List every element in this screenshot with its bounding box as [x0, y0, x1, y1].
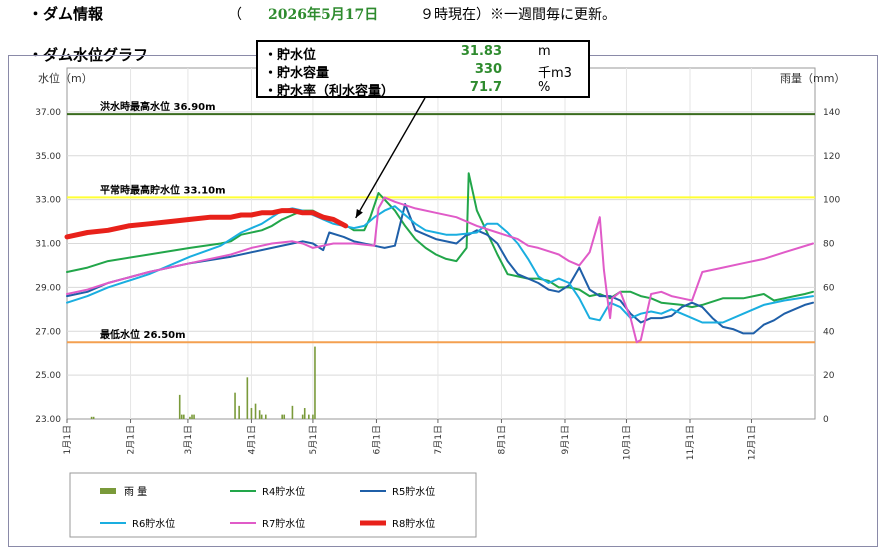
x-tick-label: 3月1日: [183, 425, 194, 454]
ref-line-label: 最低水位 26.50m: [100, 328, 186, 341]
legend-swatch: [100, 488, 116, 494]
rain-bar: [301, 414, 304, 419]
y2-tick-label: 140: [823, 108, 840, 118]
y-tick-label: 25.00: [35, 371, 61, 381]
x-tick-label: 5月1日: [308, 425, 319, 454]
rain-bar: [92, 416, 95, 419]
y-tick-label: 27.00: [35, 327, 61, 337]
info-value-level: 31.83: [460, 44, 502, 59]
y2-tick-label: 100: [823, 196, 840, 206]
info-row-volume: ・貯水容量 330 千m3: [258, 62, 588, 81]
rain-bar: [258, 410, 261, 419]
y-axis-title: 水位（m）: [38, 71, 93, 85]
x-tick-label: 2月1日: [126, 425, 137, 454]
rain-bar: [246, 377, 249, 419]
ref-line-label: 平常時最高貯水位 33.10m: [100, 183, 226, 196]
legend-label: 雨 量: [124, 486, 147, 498]
legend-box: [69, 472, 477, 538]
rain-bar: [180, 414, 183, 419]
rain-bar: [254, 403, 257, 419]
x-tick-label: 11月1日: [685, 425, 696, 460]
x-tick-label: 1月1日: [62, 425, 73, 454]
rain-bar: [189, 416, 191, 419]
legend-label: R5貯水位: [392, 485, 435, 498]
info-unit-rate: %: [538, 80, 551, 95]
y-tick-label: 31.00: [35, 240, 61, 250]
y-tick-label: 35.00: [35, 152, 61, 162]
rain-bar: [234, 392, 236, 419]
x-tick-label: 6月1日: [371, 425, 382, 454]
rain-bar: [238, 405, 240, 419]
x-tick-label: 12月1日: [746, 425, 757, 460]
rain-bar: [250, 408, 253, 419]
info-row-level: ・貯水位 31.83 m: [258, 44, 588, 63]
legend-label: R8貯水位: [392, 517, 435, 530]
info-value-rate: 71.7: [469, 80, 502, 95]
x-tick-label: 7月1日: [433, 425, 444, 454]
y-tick-label: 33.00: [35, 196, 61, 206]
rain-bar: [283, 414, 286, 419]
legend-label: R7貯水位: [262, 517, 305, 530]
y2-tick-label: 20: [823, 371, 835, 381]
info-row-rate: ・貯水率（利水容量） 71.7 %: [258, 80, 588, 99]
y-tick-label: 23.00: [35, 415, 61, 425]
rain-bar: [260, 414, 263, 419]
callout-arrow-line: [355, 97, 426, 219]
series-line: [66, 172, 814, 309]
info-box: ・貯水位 31.83 m ・貯水容量 330 千m3 ・貯水率（利水容量） 71…: [256, 40, 590, 99]
info-unit-level: m: [538, 44, 551, 59]
y2-tick-label: 60: [823, 283, 835, 293]
info-value-volume: 330: [474, 62, 502, 77]
callout-arrow-head: [355, 209, 363, 218]
y2-tick-label: 120: [823, 152, 840, 162]
info-label-volume: ・貯水容量: [264, 66, 330, 81]
y2-tick-label: 80: [823, 240, 835, 250]
x-tick-label: 10月1日: [621, 425, 632, 460]
legend-label: R4貯水位: [262, 485, 305, 498]
x-tick-label: 4月1日: [246, 425, 257, 454]
y-tick-label: 29.00: [35, 283, 61, 293]
rain-bar: [314, 346, 316, 419]
rain-bar: [90, 416, 93, 419]
date-open-paren: （: [228, 7, 242, 23]
legend-label: R6貯水位: [132, 517, 175, 530]
rain-bar: [264, 414, 267, 419]
rain-bar: [193, 414, 195, 419]
y2-tick-label: 40: [823, 327, 835, 337]
series-line: [66, 196, 814, 344]
update-time-note: ９時現在）※一週間毎に更新。: [420, 7, 616, 23]
rain-bar: [303, 408, 306, 419]
info-label-level: ・貯水位: [264, 48, 317, 63]
y-tick-label: 37.00: [35, 108, 61, 118]
y2-tick-label: 0: [823, 415, 829, 425]
ref-line-label: 洪水時最高水位 36.90m: [100, 100, 216, 113]
rain-bar: [191, 414, 193, 419]
info-unit-volume: 千m3: [538, 66, 572, 81]
y2-axis-title: 雨量（mm）: [780, 72, 845, 85]
rain-bar: [312, 414, 314, 419]
rain-bar: [308, 414, 310, 419]
update-date: 2026年5月17日: [268, 7, 379, 23]
dam-info-title: ・ダム情報: [28, 5, 104, 23]
info-label-rate: ・貯水率（利水容量）: [264, 84, 395, 99]
rain-bar: [281, 414, 283, 419]
x-tick-label: 9月1日: [560, 425, 571, 454]
series-line: [64, 208, 349, 240]
rain-bar: [178, 394, 181, 419]
rain-bar: [183, 414, 185, 419]
x-tick-label: 8月1日: [496, 425, 507, 454]
rain-bar: [291, 405, 294, 419]
